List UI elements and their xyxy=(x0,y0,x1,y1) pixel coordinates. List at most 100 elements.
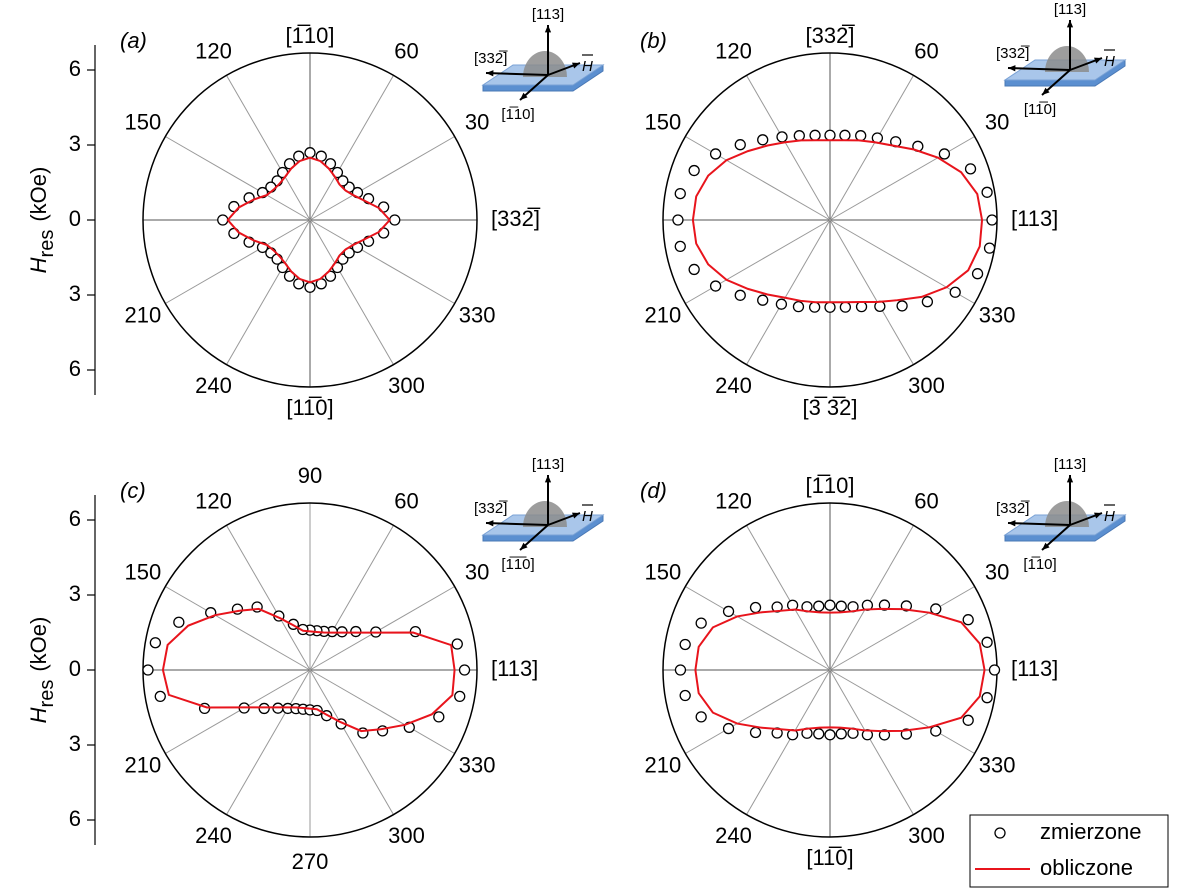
angle-spoke xyxy=(830,525,914,670)
angle-label: 240 xyxy=(195,373,232,398)
angle-label: 270 xyxy=(292,849,329,874)
axis-arrow-up-head xyxy=(1067,20,1073,27)
angle-spoke xyxy=(830,137,975,221)
data-point xyxy=(680,691,690,701)
inset-label: [11̅0] xyxy=(1024,101,1056,118)
direction-label: [11̅0] xyxy=(286,395,333,420)
angle-label: 300 xyxy=(388,823,425,848)
data-point xyxy=(259,703,269,713)
data-point xyxy=(897,301,907,311)
data-point xyxy=(810,130,820,140)
data-point xyxy=(735,140,745,150)
inset-label: [332̅] xyxy=(996,45,1030,62)
data-point xyxy=(814,601,824,611)
panel-label: (c) xyxy=(120,478,146,503)
angle-label: 60 xyxy=(914,489,938,514)
data-point xyxy=(982,637,992,647)
angle-label: 240 xyxy=(195,823,232,848)
inset: [113][332̅][1̅1̅0]H xyxy=(474,456,603,573)
y-axis-title-unit: (kOe) xyxy=(26,617,51,672)
y-tick-label: 6 xyxy=(69,356,81,381)
y-axis-title-symbol: H xyxy=(26,257,51,273)
angle-spoke xyxy=(227,75,311,220)
inset-label: [332̅] xyxy=(474,50,508,67)
data-point xyxy=(794,131,804,141)
direction-label: [3̅ 3̅2] xyxy=(802,395,857,420)
angle-label: 330 xyxy=(979,302,1016,327)
data-point xyxy=(950,287,960,297)
angle-label: 120 xyxy=(195,39,232,64)
angle-spoke xyxy=(310,220,394,365)
angle-spoke xyxy=(685,670,830,754)
angle-label: 30 xyxy=(465,109,489,134)
inset-label: H xyxy=(582,58,593,75)
data-point xyxy=(751,727,761,737)
data-point xyxy=(724,606,734,616)
data-point xyxy=(155,691,165,701)
inset-label: H xyxy=(1104,508,1115,525)
data-point xyxy=(836,601,846,611)
axis-arrow-left-head xyxy=(1008,520,1015,526)
direction-label: [11̅0] xyxy=(806,845,853,870)
y-tick-label: 0 xyxy=(69,206,81,231)
data-point xyxy=(711,149,721,159)
angle-label: 30 xyxy=(985,559,1009,584)
data-point xyxy=(724,724,734,734)
data-point xyxy=(985,243,995,253)
angle-spoke xyxy=(227,525,311,670)
direction-label: [1̅10] xyxy=(806,473,855,498)
y-tick-label: 3 xyxy=(69,131,81,156)
angle-spoke xyxy=(310,670,455,754)
angle-spoke xyxy=(227,220,311,365)
data-point xyxy=(218,215,228,225)
data-point xyxy=(711,281,721,291)
inset-label: [1̅10] xyxy=(501,106,534,123)
data-point xyxy=(939,149,949,159)
legend-label: zmierzone xyxy=(1040,819,1141,844)
angle-label: 150 xyxy=(644,559,681,584)
data-point xyxy=(982,187,992,197)
angle-label: 120 xyxy=(195,489,232,514)
data-point xyxy=(455,691,465,701)
direction-label: [1̅10] xyxy=(286,23,335,48)
data-point xyxy=(836,729,846,739)
data-point xyxy=(675,189,685,199)
data-point xyxy=(966,164,976,174)
data-point xyxy=(825,730,835,740)
angle-label: 300 xyxy=(908,823,945,848)
data-point xyxy=(673,215,683,225)
data-point xyxy=(814,729,824,739)
angle-label: 30 xyxy=(985,109,1009,134)
inset-label: [113] xyxy=(532,6,564,23)
data-point xyxy=(675,665,685,675)
sample xyxy=(1045,46,1089,72)
angle-spoke xyxy=(747,670,831,815)
legend-label: obliczone xyxy=(1040,855,1133,880)
data-point xyxy=(150,638,160,648)
angle-label: 210 xyxy=(124,302,161,327)
data-point xyxy=(680,639,690,649)
angle-label: 120 xyxy=(715,39,752,64)
angle-spoke xyxy=(227,670,311,815)
data-point xyxy=(696,618,706,628)
inset-label: H xyxy=(582,508,593,525)
angle-label: 330 xyxy=(459,302,496,327)
y-tick-label: 3 xyxy=(69,581,81,606)
data-point xyxy=(840,302,850,312)
panel-label: (a) xyxy=(120,28,147,53)
angle-label: 330 xyxy=(979,752,1016,777)
data-point xyxy=(696,712,706,722)
data-point xyxy=(857,302,867,312)
data-point xyxy=(735,290,745,300)
data-point xyxy=(174,617,184,627)
data-point xyxy=(351,627,361,637)
y-axis-title-symbol: H xyxy=(26,707,51,723)
data-point xyxy=(987,215,997,225)
data-point xyxy=(758,295,768,305)
inset: [113] [332̅] [1̅10] H xyxy=(474,6,603,123)
angle-spoke xyxy=(310,670,394,815)
y-tick-label: 6 xyxy=(69,56,81,81)
data-point xyxy=(689,264,699,274)
data-point xyxy=(143,665,153,675)
data-point xyxy=(689,166,699,176)
